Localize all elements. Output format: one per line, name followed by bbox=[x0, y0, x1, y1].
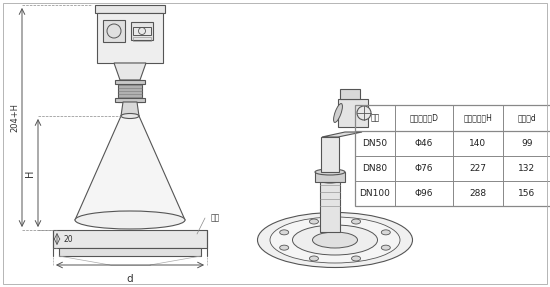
Text: 156: 156 bbox=[518, 189, 536, 198]
Ellipse shape bbox=[280, 230, 289, 235]
Text: 288: 288 bbox=[470, 189, 487, 198]
Text: H: H bbox=[25, 169, 35, 177]
Bar bbox=[95, 5, 165, 13]
Polygon shape bbox=[320, 180, 340, 232]
Text: 227: 227 bbox=[470, 164, 487, 173]
Polygon shape bbox=[121, 102, 139, 116]
Bar bbox=[59, 248, 201, 256]
Ellipse shape bbox=[351, 219, 361, 224]
Bar bbox=[355, 105, 550, 206]
Ellipse shape bbox=[357, 106, 371, 120]
Text: 20: 20 bbox=[63, 234, 73, 243]
Ellipse shape bbox=[351, 256, 361, 261]
Ellipse shape bbox=[381, 245, 390, 250]
Ellipse shape bbox=[280, 245, 289, 250]
Text: 法兰: 法兰 bbox=[370, 113, 380, 123]
Text: 喇叭口直径D: 喇叭口直径D bbox=[410, 113, 438, 123]
Text: 204+H: 204+H bbox=[10, 103, 19, 132]
Bar bbox=[97, 13, 163, 63]
Ellipse shape bbox=[293, 225, 377, 255]
Bar bbox=[53, 230, 207, 248]
Text: Φ76: Φ76 bbox=[415, 164, 433, 173]
Ellipse shape bbox=[310, 219, 318, 224]
Bar bbox=[131, 22, 153, 40]
Ellipse shape bbox=[320, 177, 340, 183]
Ellipse shape bbox=[333, 104, 343, 123]
Text: 法兰: 法兰 bbox=[210, 214, 219, 222]
Bar bbox=[133, 37, 151, 41]
Text: 99: 99 bbox=[521, 139, 533, 148]
Polygon shape bbox=[321, 137, 339, 172]
Ellipse shape bbox=[381, 230, 390, 235]
Text: Φ96: Φ96 bbox=[415, 189, 433, 198]
Ellipse shape bbox=[121, 113, 139, 119]
Ellipse shape bbox=[270, 217, 400, 263]
Text: 喇叭口高度H: 喇叭口高度H bbox=[464, 113, 492, 123]
Polygon shape bbox=[322, 132, 362, 137]
Bar bbox=[340, 89, 360, 99]
Bar bbox=[118, 80, 142, 102]
Ellipse shape bbox=[310, 256, 318, 261]
Text: 四螺盘d: 四螺盘d bbox=[518, 113, 536, 123]
Text: Φ46: Φ46 bbox=[415, 139, 433, 148]
Bar bbox=[103, 20, 125, 42]
Text: d: d bbox=[126, 274, 133, 284]
Text: 132: 132 bbox=[519, 164, 536, 173]
Text: DN100: DN100 bbox=[360, 189, 390, 198]
Bar bbox=[133, 27, 151, 35]
Text: DN80: DN80 bbox=[362, 164, 388, 173]
Polygon shape bbox=[75, 116, 185, 220]
Text: 140: 140 bbox=[470, 139, 487, 148]
Ellipse shape bbox=[257, 212, 412, 267]
Ellipse shape bbox=[315, 169, 345, 175]
Bar bbox=[115, 98, 145, 102]
Bar bbox=[338, 99, 368, 127]
Bar bbox=[315, 172, 345, 182]
Ellipse shape bbox=[312, 232, 358, 248]
Bar bbox=[115, 80, 145, 84]
Text: DN50: DN50 bbox=[362, 139, 388, 148]
Polygon shape bbox=[114, 63, 146, 80]
Ellipse shape bbox=[75, 211, 185, 229]
